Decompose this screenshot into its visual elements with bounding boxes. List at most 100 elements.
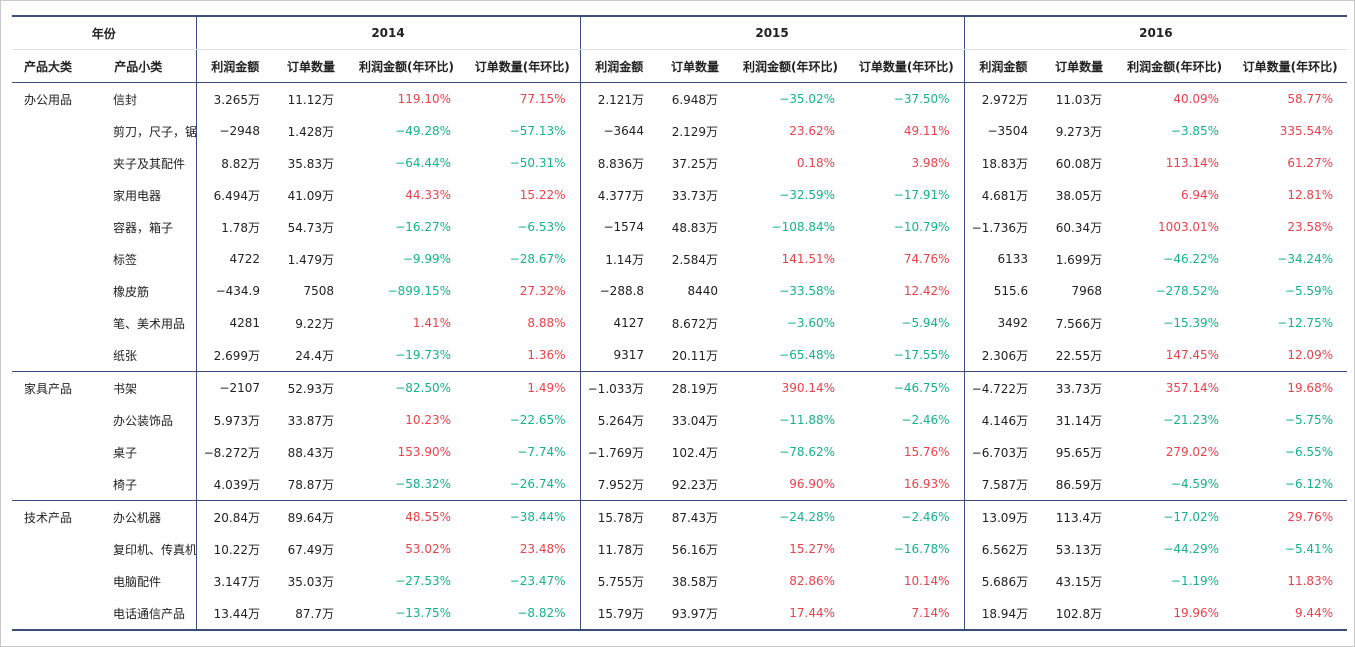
metric-header: 订单数量 — [658, 49, 733, 83]
profit-yoy-cell: 113.14% — [1165, 156, 1220, 170]
profit-cell: 15.78万 — [579, 500, 659, 533]
subcategory-cell: 容器，箱子 — [113, 220, 174, 235]
category-cell: 办公用品 — [12, 82, 81, 372]
orders-cell: 33.73万 — [671, 188, 719, 203]
profit-yoy-cell: −19.73% — [348, 339, 466, 372]
profit-yoy-cell: 96.90% — [732, 468, 850, 501]
profit-cell: 9317 — [579, 339, 659, 372]
profit-yoy-cell: 40.09% — [1173, 92, 1220, 106]
orders-cell: 52.93万 — [287, 381, 335, 396]
orders-cell: 113.4万 — [1055, 510, 1103, 525]
profit-cell: 4.146万 — [963, 404, 1043, 436]
profit-yoy-cell: −24.28% — [779, 510, 836, 524]
profit-cell: 2.306万 — [963, 339, 1043, 372]
orders-yoy-cell: 335.54% — [1279, 124, 1334, 138]
profit-yoy-cell: −278.52% — [1155, 284, 1220, 298]
orders-yoy-cell: −34.24% — [1277, 252, 1334, 266]
profit-cell: 6133 — [963, 243, 1043, 275]
orders-cell: 8.672万 — [671, 316, 719, 331]
table-row: 办公用品 信封 3.265万 11.12万 119.10% 77.15% 2.121万 6.9… — [12, 82, 1347, 372]
profit-yoy-cell: −58.32% — [348, 468, 466, 501]
year-header-2014: 2014 — [195, 15, 581, 50]
orders-cell: 67.49万 — [287, 542, 335, 557]
orders-yoy-cell: 10.14% — [903, 574, 950, 588]
orders-yoy-cell: 7.14% — [849, 597, 965, 631]
orders-cell: 9.22万 — [295, 316, 335, 331]
orders-yoy-cell: −5.59% — [1284, 284, 1334, 298]
year-header-row: 年份 2014 2015 2016 — [12, 15, 1348, 50]
profit-cell: −8.272万 — [195, 436, 275, 468]
profit-yoy-cell: −13.75% — [348, 597, 466, 631]
profit-yoy-cell: −17.02% — [1163, 510, 1220, 524]
profit-yoy-cell: −3.60% — [786, 316, 836, 330]
profit-yoy-cell: 23.62% — [789, 124, 836, 138]
table-row: 标签 4722 1.479万 −9.99% −28.67% 1.14万 2.584万 141.… — [12, 243, 1347, 275]
subcategory-cell: 书架 — [113, 381, 138, 396]
orders-cell: 88.43万 — [287, 445, 335, 460]
orders-cell: 86.59万 — [1042, 468, 1117, 501]
orders-yoy-cell: −38.44% — [509, 510, 566, 524]
table-row: 椅子 4.039万 78.87万 −58.32% −26.74% 7.952万 92.23万… — [12, 468, 1348, 501]
profit-yoy-cell: −64.44% — [395, 156, 452, 170]
profit-cell: 4.681万 — [963, 179, 1043, 211]
profit-cell: −1574 — [579, 211, 659, 243]
orders-cell: 60.08万 — [1055, 156, 1103, 171]
profit-cell: 11.78万 — [579, 533, 659, 565]
orders-cell: 54.73万 — [287, 220, 335, 235]
profit-yoy-cell: 1003.01% — [1158, 220, 1220, 234]
profit-cell: −6.703万 — [963, 436, 1043, 468]
table-row: 电脑配件 3.147万 35.03万 −27.53% −23.47% 5.755万 38.5… — [12, 565, 1347, 597]
profit-yoy-cell: 48.55% — [405, 510, 452, 524]
profit-yoy-cell: 141.51% — [781, 252, 836, 266]
orders-cell: 33.87万 — [287, 413, 335, 428]
profit-yoy-cell: 153.90% — [397, 445, 452, 459]
orders-yoy-cell: −22.65% — [509, 413, 566, 427]
table-row: 技术产品 办公机器 20.84万 89.64万 48.55% −38.44% 15.78万 8… — [12, 500, 1347, 631]
table-row: 办公装饰品 5.973万 33.87万 10.23% −22.65% 5.264万 33.0… — [12, 404, 1347, 436]
profit-yoy-cell: −65.48% — [732, 339, 850, 372]
profit-cell: 4127 — [579, 307, 659, 339]
metric-header: 利润金额 — [963, 49, 1043, 83]
subcategory-cell: 剪刀，尺子，锯 — [113, 124, 197, 139]
orders-cell: 20.11万 — [658, 339, 733, 372]
orders-yoy-cell: −6.12% — [1233, 468, 1348, 501]
subcategory-cell: 复印机、传真机 — [113, 542, 197, 557]
orders-yoy-cell: −26.74% — [465, 468, 581, 501]
profit-cell: −3644 — [579, 115, 659, 147]
orders-yoy-cell: 23.58% — [1287, 220, 1334, 234]
table-row: 桌子 −8.272万 88.43万 153.90% −7.74% −1.769万 102.4… — [12, 436, 1347, 468]
table-row: 橡皮筋 −434.9 7508 −899.15% 27.32% −288.8 8440 −33… — [12, 275, 1347, 307]
orders-yoy-cell: −8.82% — [465, 597, 581, 631]
orders-cell: 1.479万 — [287, 252, 335, 267]
orders-cell: 56.16万 — [671, 542, 719, 557]
orders-yoy-cell: −6.55% — [1284, 445, 1334, 459]
profit-yoy-cell: 10.23% — [405, 413, 452, 427]
profit-cell: 6.562万 — [963, 533, 1043, 565]
table-row: 家用电器 6.494万 41.09万 44.33% 15.22% 4.377万 33.73万… — [12, 179, 1347, 211]
orders-cell: 6.948万 — [671, 92, 719, 107]
profit-yoy-cell: 19.96% — [1116, 597, 1234, 631]
orders-cell: 11.12万 — [287, 92, 335, 107]
metric-header: 利润金额 — [195, 49, 275, 83]
profit-cell: 2.699万 — [195, 339, 275, 372]
orders-cell: 92.23万 — [658, 468, 733, 501]
profit-cell: 18.83万 — [963, 147, 1043, 179]
profit-yoy-cell: −82.50% — [395, 381, 452, 395]
profit-yoy-cell: −32.59% — [779, 188, 836, 202]
profit-cell: 5.973万 — [195, 404, 275, 436]
profit-yoy-cell: −1.19% — [1170, 574, 1220, 588]
profit-yoy-cell: 44.33% — [405, 188, 452, 202]
orders-yoy-cell: 27.32% — [519, 284, 566, 298]
orders-yoy-cell: 12.09% — [1233, 339, 1348, 372]
profit-cell: 1.78万 — [195, 211, 275, 243]
metric-header: 订单数量(年环比) — [465, 49, 581, 83]
metric-header: 利润金额 — [579, 49, 659, 83]
orders-cell: 8440 — [687, 284, 719, 298]
metric-header: 利润金额(年环比) — [732, 49, 850, 83]
profit-cell: 4281 — [195, 307, 275, 339]
subcategory-cell: 家用电器 — [113, 188, 162, 203]
subcategory-cell: 电话通信产品 — [81, 597, 197, 631]
orders-yoy-cell: −57.13% — [509, 124, 566, 138]
profit-cell: −1.769万 — [579, 436, 659, 468]
orders-yoy-cell: 15.22% — [519, 188, 566, 202]
